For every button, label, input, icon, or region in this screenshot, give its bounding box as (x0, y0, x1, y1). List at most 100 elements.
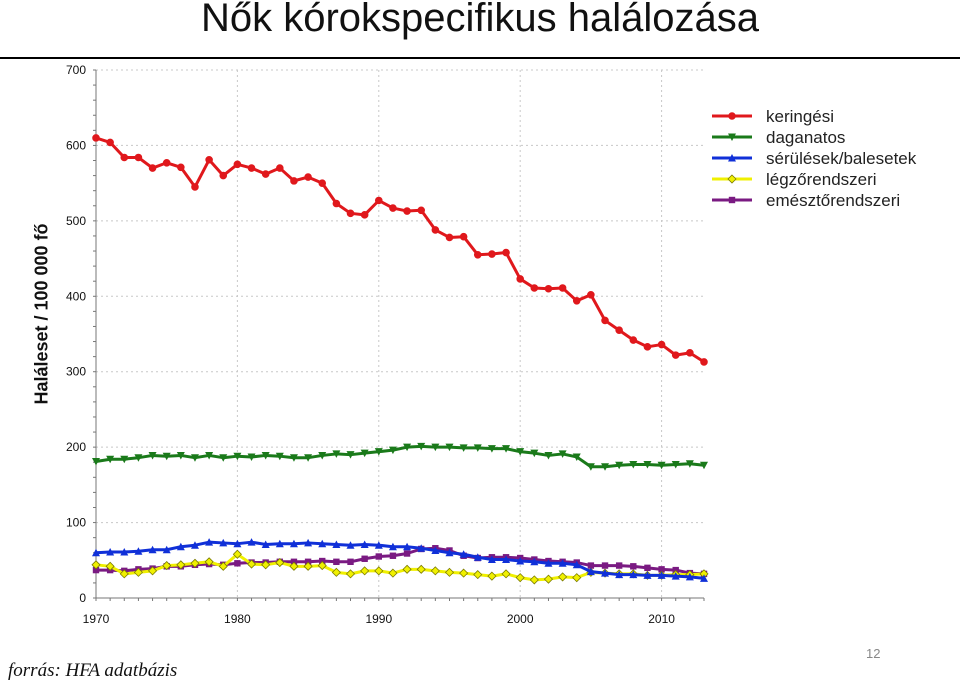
data-point (572, 560, 581, 569)
legend-item: daganatos (712, 128, 845, 147)
data-point (417, 206, 426, 215)
data-point (487, 555, 496, 564)
data-point (459, 444, 468, 452)
grid-lines (95, 69, 704, 599)
legend-swatch-marker (728, 196, 736, 204)
data-point (558, 284, 567, 292)
data-point (459, 568, 469, 578)
data-point (289, 454, 298, 462)
data-point (543, 574, 554, 584)
data-point (177, 163, 185, 172)
source-note: forrás: HFA adatbázis (8, 660, 178, 681)
legend-item: légzőrendszeri (712, 170, 877, 189)
data-point (289, 539, 298, 548)
data-point (360, 211, 369, 219)
data-point (615, 461, 624, 470)
data-point (544, 451, 553, 460)
data-point (219, 454, 228, 462)
data-point (176, 560, 186, 570)
y-tick-label: 500 (66, 214, 86, 228)
data-point (643, 460, 652, 469)
data-point (431, 546, 440, 554)
data-point (671, 460, 680, 469)
data-point (176, 542, 185, 551)
data-point (289, 561, 299, 571)
data-point (671, 572, 680, 580)
data-point (586, 463, 595, 471)
data-point (501, 569, 511, 579)
data-point (318, 451, 327, 460)
data-point (162, 158, 171, 167)
y-tick-label: 200 (66, 440, 86, 454)
data-point (247, 164, 256, 172)
legend-swatch-marker (728, 112, 736, 120)
data-point (92, 548, 100, 557)
data-point (148, 164, 157, 172)
data-point (261, 560, 271, 570)
x-tick-label: 1980 (224, 612, 251, 626)
data-point (374, 541, 383, 549)
legend-item: keringési (712, 107, 834, 126)
data-point (444, 567, 455, 577)
legend-swatch-marker (727, 174, 737, 184)
data-point (331, 567, 341, 577)
data-point (572, 297, 581, 305)
data-point (516, 448, 525, 456)
data-point (276, 164, 284, 172)
data-point (205, 155, 213, 164)
legend-label: daganatos (766, 128, 845, 147)
data-point (402, 564, 412, 574)
data-point (601, 316, 609, 325)
data-point (233, 452, 242, 461)
data-point (190, 558, 200, 568)
data-point (91, 560, 101, 570)
x-tick-label: 1970 (83, 612, 110, 626)
data-point (120, 547, 129, 556)
legend: keringési daganatos sérülések/balesetek lég… (712, 107, 917, 210)
data-point (459, 550, 468, 558)
y-tick-label: 300 (66, 365, 86, 379)
data-point (374, 196, 383, 205)
data-point (345, 569, 356, 579)
data-point (473, 553, 482, 561)
minor-ticks (93, 69, 705, 601)
data-point (629, 336, 638, 344)
data-point (417, 442, 426, 451)
data-point (388, 568, 398, 578)
data-point (162, 545, 171, 554)
data-point (473, 444, 482, 452)
data-point (234, 560, 241, 567)
data-point (119, 569, 129, 579)
data-point (347, 558, 354, 565)
data-point (502, 248, 510, 257)
data-point (629, 570, 638, 579)
data-point (162, 561, 172, 571)
title-rule (0, 57, 960, 59)
data-point (417, 544, 426, 552)
data-point (232, 549, 242, 559)
data-point (106, 455, 115, 464)
data-point (615, 570, 624, 579)
y-tick-label: 400 (66, 289, 86, 303)
data-point (587, 562, 595, 569)
data-point (318, 539, 327, 548)
data-point (544, 284, 553, 293)
legend-swatch-marker (728, 133, 736, 141)
data-point (558, 559, 567, 567)
data-point (275, 539, 284, 548)
data-point (360, 566, 370, 576)
data-point (657, 461, 666, 470)
data-point (190, 454, 199, 462)
data-point (529, 575, 539, 585)
data-point (544, 559, 553, 567)
data-point (134, 153, 143, 162)
data-point (572, 453, 581, 461)
data-point (388, 446, 397, 455)
data-point (261, 540, 270, 548)
data-point (502, 555, 511, 564)
data-point (332, 450, 341, 458)
legend-label: emésztőrendszeri (766, 191, 900, 210)
data-point (403, 207, 411, 215)
data-point (317, 561, 327, 571)
data-point (233, 539, 242, 548)
